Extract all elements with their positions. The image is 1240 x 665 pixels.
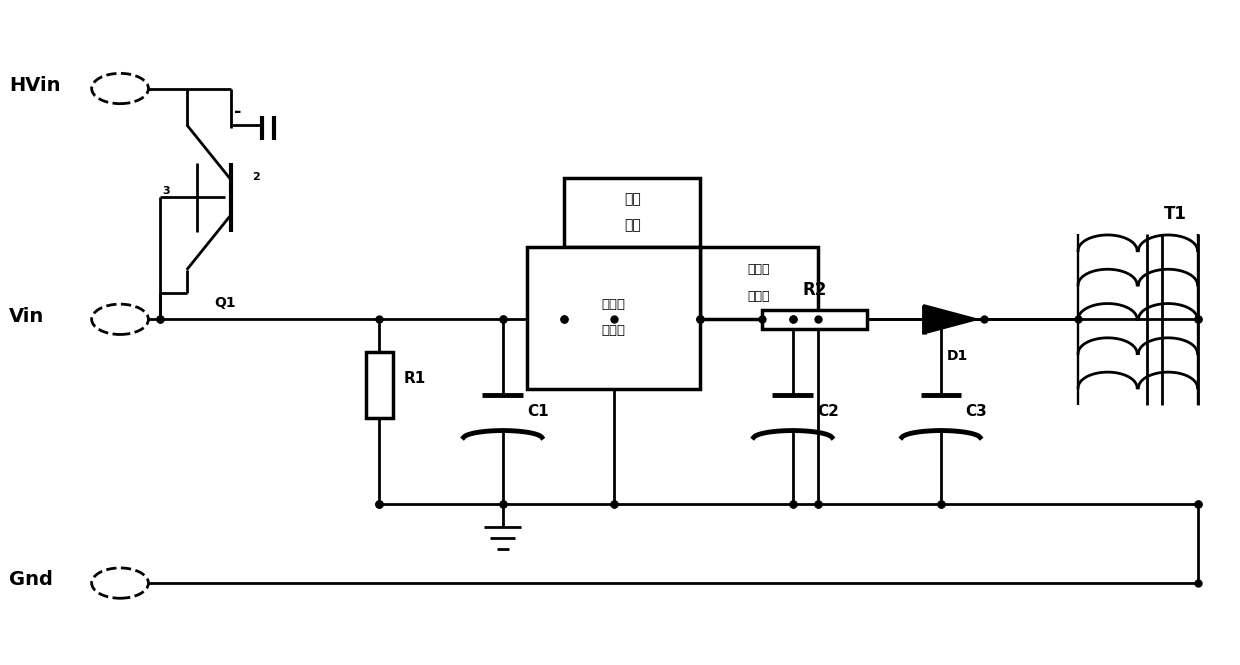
Text: HVin: HVin (9, 76, 61, 94)
Text: Q1: Q1 (215, 296, 236, 310)
Text: 理模块: 理模块 (601, 325, 626, 337)
Text: Vin: Vin (9, 307, 45, 325)
Text: 可控开: 可控开 (748, 263, 770, 277)
Text: C3: C3 (966, 404, 987, 419)
Text: T1: T1 (1164, 205, 1187, 223)
Bar (366, 352, 393, 418)
Text: 关模块: 关模块 (748, 290, 770, 303)
Text: R2: R2 (802, 281, 827, 299)
Text: C1: C1 (527, 404, 549, 419)
Text: 采样处: 采样处 (601, 298, 626, 311)
Text: D1: D1 (946, 348, 967, 362)
Bar (527, 247, 701, 388)
Text: R1: R1 (404, 371, 427, 386)
Bar (761, 310, 867, 329)
Text: 限流: 限流 (624, 192, 641, 206)
Text: Gnd: Gnd (9, 571, 53, 589)
Bar (701, 247, 817, 319)
Text: C2: C2 (817, 404, 839, 419)
Text: 2: 2 (252, 172, 259, 182)
Bar (564, 178, 701, 247)
Polygon shape (924, 305, 978, 334)
Text: 3: 3 (162, 186, 170, 196)
Text: -: - (233, 102, 241, 120)
Text: 模块: 模块 (624, 218, 641, 232)
